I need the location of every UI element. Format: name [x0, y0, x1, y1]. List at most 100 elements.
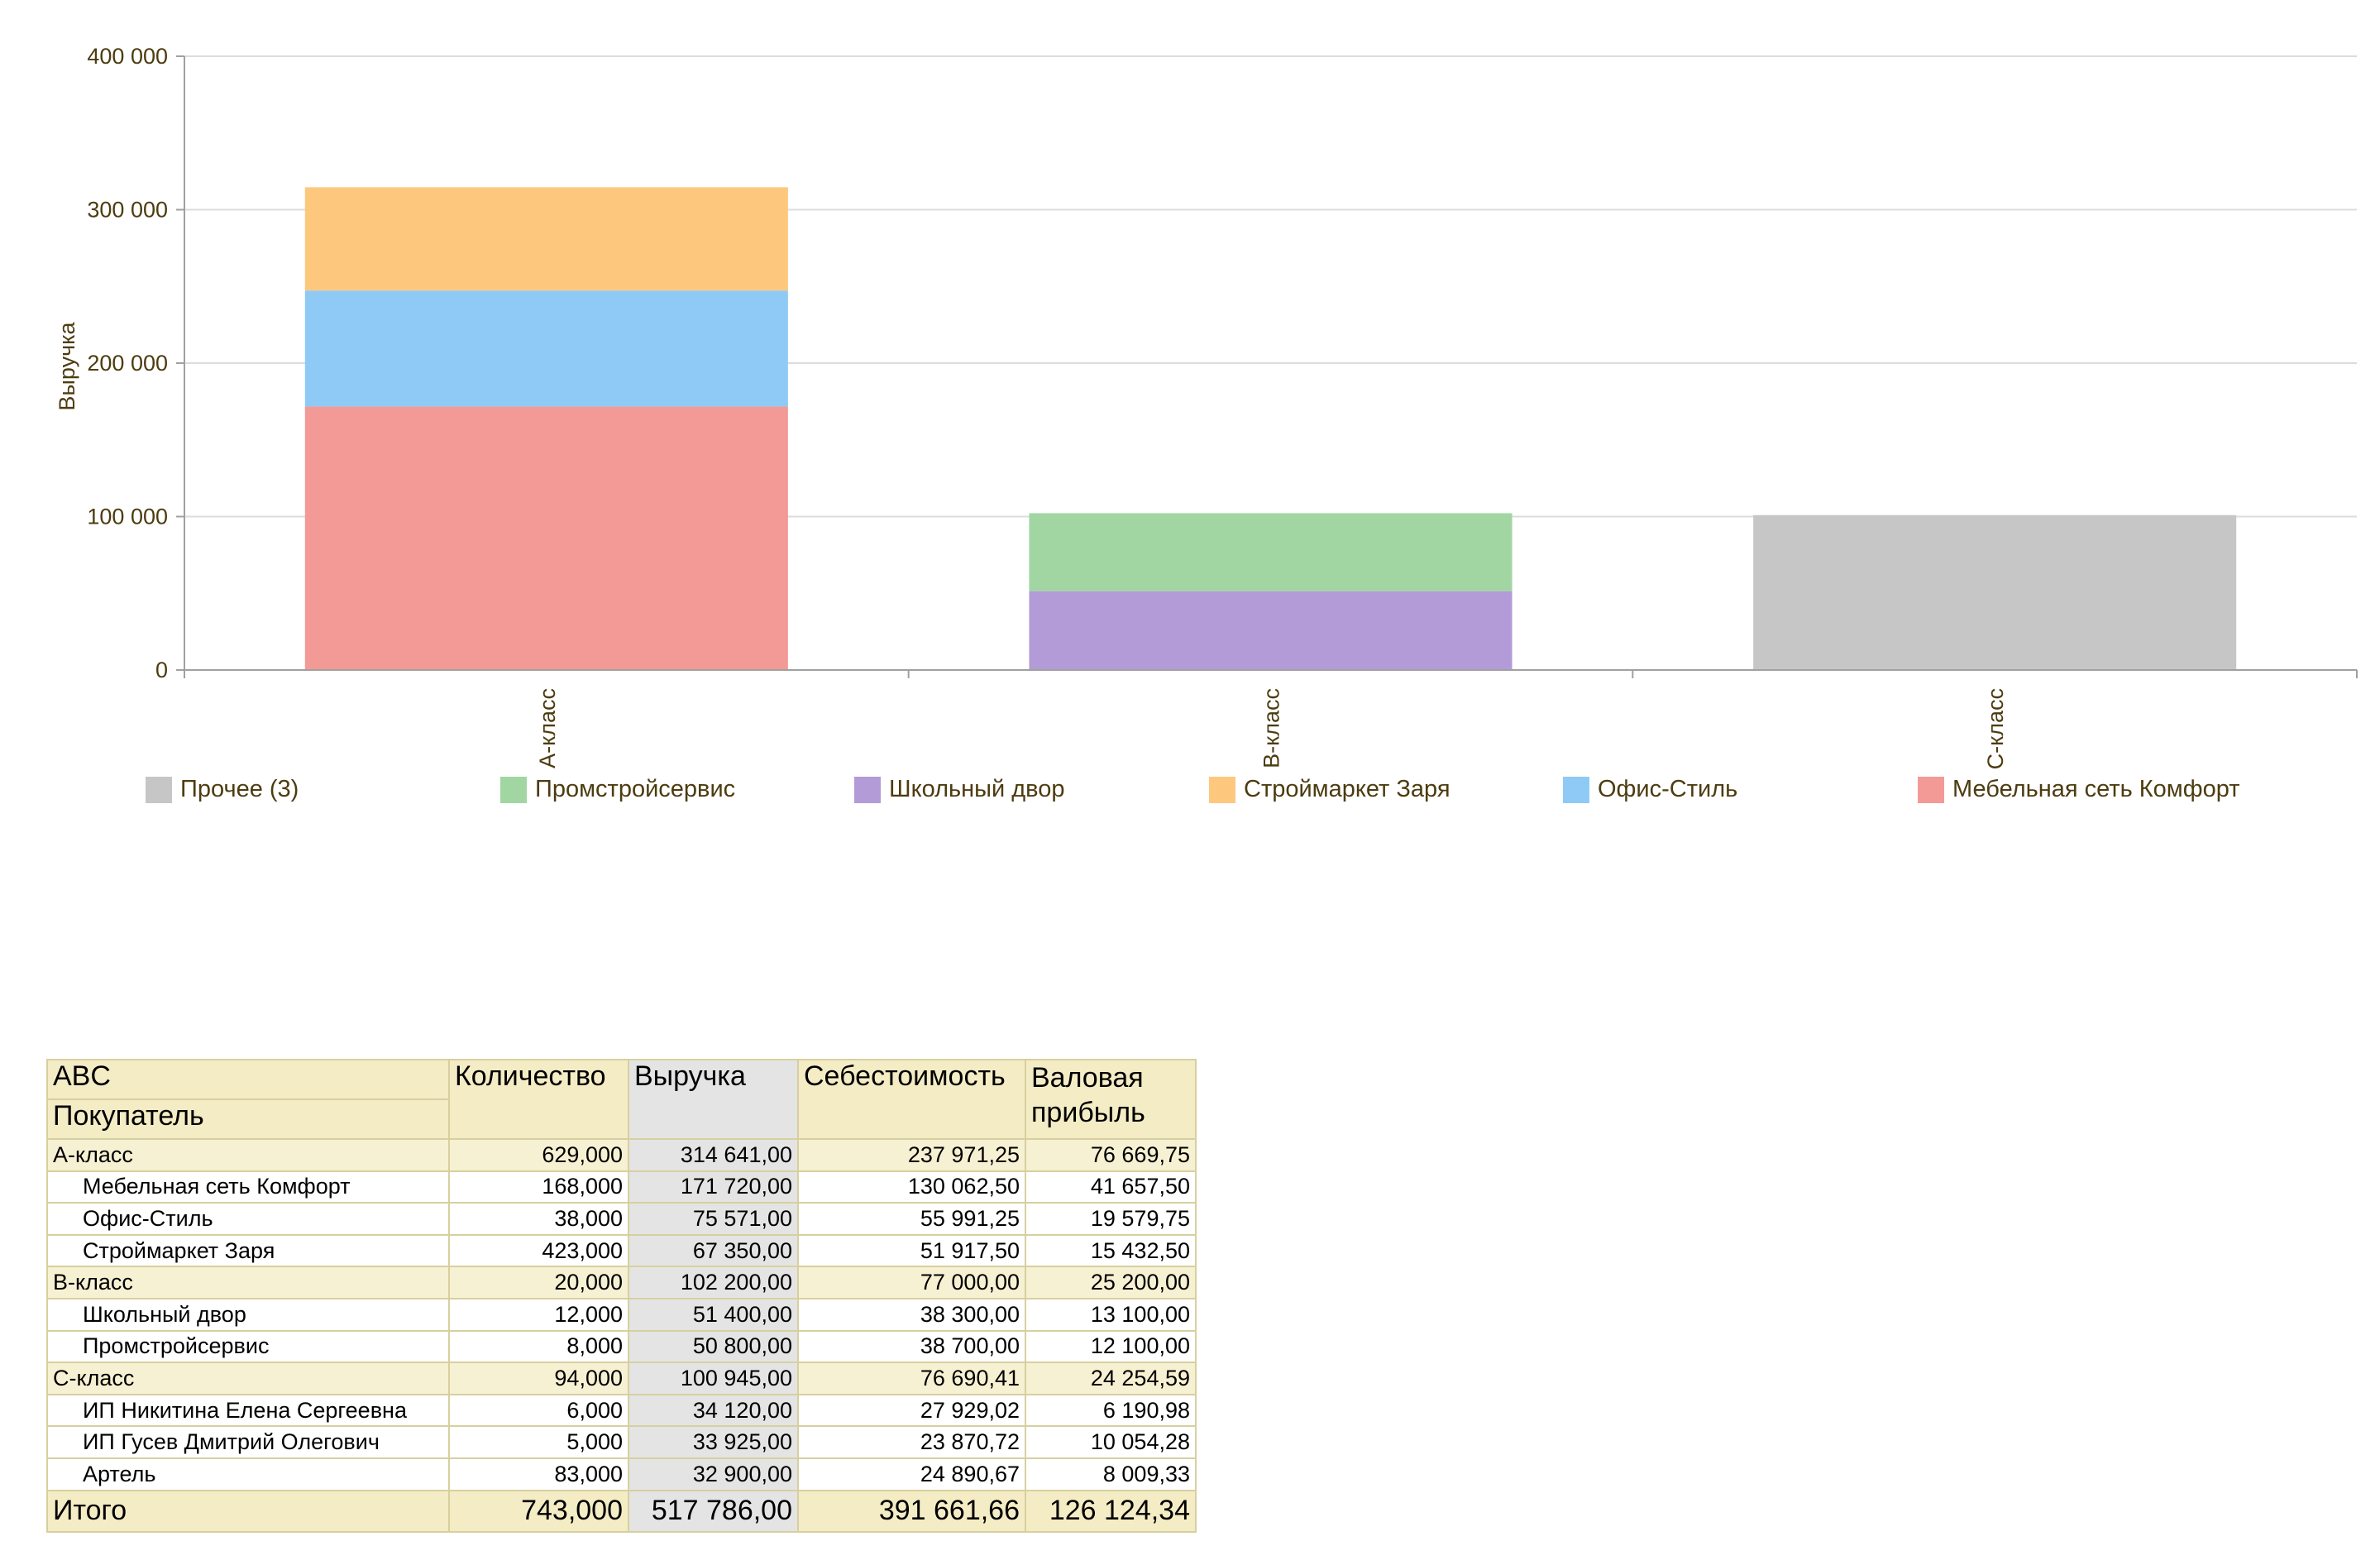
row-name: Офис-Стиль	[46, 1202, 450, 1236]
bar-segment[interactable]	[1029, 513, 1513, 591]
legend-swatch	[500, 776, 527, 803]
total-revenue: 517 786,00	[628, 1489, 799, 1533]
row-name: Промстройсервис	[46, 1329, 450, 1364]
legend-label: Промстройсервис	[535, 776, 736, 802]
row-gross-profit: 15 432,50	[1025, 1233, 1197, 1268]
row-revenue: 33 925,00	[628, 1425, 799, 1459]
legend-item[interactable]: Прочее (3)	[146, 776, 299, 803]
x-axis-categories: А-класс В-класс С-класс	[535, 688, 2008, 769]
row-cost: 38 300,00	[797, 1297, 1026, 1332]
header-revenue[interactable]: Выручка	[628, 1059, 799, 1140]
table-total-row[interactable]: Итого 743,000 517 786,00 391 661,66 126 …	[46, 1489, 1197, 1533]
row-name: В-класс	[46, 1266, 450, 1299]
row-quantity: 629,000	[448, 1138, 629, 1172]
x-category-label: А-класс	[535, 688, 560, 768]
bar-segment[interactable]	[304, 187, 788, 291]
legend-swatch	[146, 776, 172, 803]
row-name: С-класс	[46, 1362, 450, 1395]
row-quantity: 20,000	[448, 1266, 629, 1299]
bar-segment[interactable]	[304, 406, 788, 670]
row-cost: 76 690,41	[797, 1362, 1026, 1395]
legend-swatch	[1563, 776, 1589, 803]
legend-label: Мебельная сеть Комфорт	[1952, 776, 2240, 802]
total-label: Итого	[46, 1489, 450, 1533]
y-axis-ticks: 0 100 000 200 000 300 000 400 000	[87, 44, 184, 682]
header-gross-profit[interactable]: Валовая прибыль	[1025, 1059, 1197, 1140]
y-tick-label: 300 000	[87, 198, 168, 223]
row-cost: 24 890,67	[797, 1457, 1026, 1491]
row-cost: 38 700,00	[797, 1329, 1026, 1364]
row-quantity: 12,000	[448, 1297, 629, 1332]
row-revenue: 100 945,00	[628, 1362, 799, 1395]
row-gross-profit: 41 657,50	[1025, 1170, 1197, 1204]
row-cost: 23 870,72	[797, 1425, 1026, 1459]
row-revenue: 102 200,00	[628, 1266, 799, 1299]
bar-segment[interactable]	[304, 290, 788, 407]
group-row[interactable]: С-класс 94,000 100 945,00 76 690,41 24 254,5…	[46, 1362, 1197, 1395]
row-name: Артель	[46, 1457, 450, 1491]
row-gross-profit: 25 200,00	[1025, 1266, 1197, 1299]
group-row[interactable]: В-класс 20,000 102 200,00 77 000,00 25 200,0…	[46, 1266, 1197, 1299]
row-gross-profit: 76 669,75	[1025, 1138, 1197, 1172]
y-axis-title: Выручка	[55, 321, 79, 410]
row-cost: 27 929,02	[797, 1393, 1026, 1428]
header-quantity[interactable]: Количество	[448, 1059, 629, 1140]
bar-segment[interactable]	[1029, 591, 1513, 670]
table-row[interactable]: Школьный двор 12,000 51 400,00 38 300,00 13 …	[46, 1297, 1197, 1332]
header-buyer[interactable]: Покупатель	[46, 1098, 450, 1140]
row-gross-profit: 24 254,59	[1025, 1362, 1197, 1395]
row-cost: 51 917,50	[797, 1233, 1026, 1268]
row-name: ИП Никитина Елена Сергеевна	[46, 1393, 450, 1428]
table-row[interactable]: Строймаркет Заря 423,000 67 350,00 51 917,5…	[46, 1233, 1197, 1268]
x-category-label: С-класс	[1983, 688, 2008, 769]
legend-label: Прочее (3)	[180, 776, 299, 802]
table-body: А-класс 629,000 314 641,00 237 971,25 76 669…	[46, 1138, 1197, 1491]
revenue-chart: 0 100 000 200 000 300 000 400 000 А-класс В-к…	[55, 44, 2358, 769]
row-quantity: 38,000	[448, 1202, 629, 1236]
header-abc[interactable]: ABC	[46, 1059, 450, 1100]
row-revenue: 51 400,00	[628, 1297, 799, 1332]
total-quantity: 743,000	[448, 1489, 629, 1533]
row-revenue: 314 641,00	[628, 1138, 799, 1172]
legend-label: Офис-Стиль	[1598, 776, 1738, 802]
row-name: Мебельная сеть Комфорт	[46, 1170, 450, 1204]
row-name: Строймаркет Заря	[46, 1233, 450, 1268]
legend-item[interactable]: Строймаркет Заря	[1209, 776, 1450, 803]
table-row[interactable]: Мебельная сеть Комфорт 168,000 171 720,00 1…	[46, 1170, 1197, 1204]
group-row[interactable]: А-класс 629,000 314 641,00 237 971,25 76 669…	[46, 1138, 1197, 1172]
legend-item[interactable]: Школьный двор	[854, 776, 1065, 803]
header-cost[interactable]: Себестоимость	[797, 1059, 1026, 1140]
legend-item[interactable]: Промстройсервис	[500, 776, 735, 803]
row-name: А-класс	[46, 1138, 450, 1172]
row-gross-profit: 10 054,28	[1025, 1425, 1197, 1459]
row-quantity: 423,000	[448, 1233, 629, 1268]
row-name: Школьный двор	[46, 1297, 450, 1332]
row-quantity: 168,000	[448, 1170, 629, 1204]
y-tick-label: 400 000	[87, 44, 168, 69]
row-cost: 130 062,50	[797, 1170, 1026, 1204]
row-revenue: 75 571,00	[628, 1202, 799, 1236]
row-gross-profit: 19 579,75	[1025, 1202, 1197, 1236]
row-revenue: 34 120,00	[628, 1393, 799, 1428]
table-row[interactable]: Офис-Стиль 38,000 75 571,00 55 991,25 19 579…	[46, 1202, 1197, 1236]
x-category-label: В-класс	[1259, 688, 1284, 768]
row-quantity: 94,000	[448, 1362, 629, 1395]
row-gross-profit: 13 100,00	[1025, 1297, 1197, 1332]
row-name: ИП Гусев Дмитрий Олегович	[46, 1425, 450, 1459]
table-row[interactable]: Промстройсервис 8,000 50 800,00 38 700,00 12…	[46, 1329, 1197, 1364]
row-revenue: 171 720,00	[628, 1170, 799, 1204]
row-quantity: 5,000	[448, 1425, 629, 1459]
row-revenue: 32 900,00	[628, 1457, 799, 1491]
total-cost: 391 661,66	[797, 1489, 1026, 1533]
row-revenue: 67 350,00	[628, 1233, 799, 1268]
total-gross-profit: 126 124,34	[1025, 1489, 1197, 1533]
legend-item[interactable]: Офис-Стиль	[1563, 776, 1737, 803]
legend-item[interactable]: Мебельная сеть Комфорт	[1918, 776, 2240, 803]
table-row[interactable]: ИП Гусев Дмитрий Олегович 5,000 33 925,00 2…	[46, 1425, 1197, 1459]
legend-swatch	[1209, 776, 1235, 803]
y-tick-label: 100 000	[87, 505, 168, 529]
table-row[interactable]: ИП Никитина Елена Сергеевна 6,000 34 120,0…	[46, 1393, 1197, 1428]
table-row[interactable]: Артель 83,000 32 900,00 24 890,67 8 009,33	[46, 1457, 1197, 1491]
row-quantity: 8,000	[448, 1329, 629, 1364]
bar-segment[interactable]	[1753, 514, 2237, 670]
